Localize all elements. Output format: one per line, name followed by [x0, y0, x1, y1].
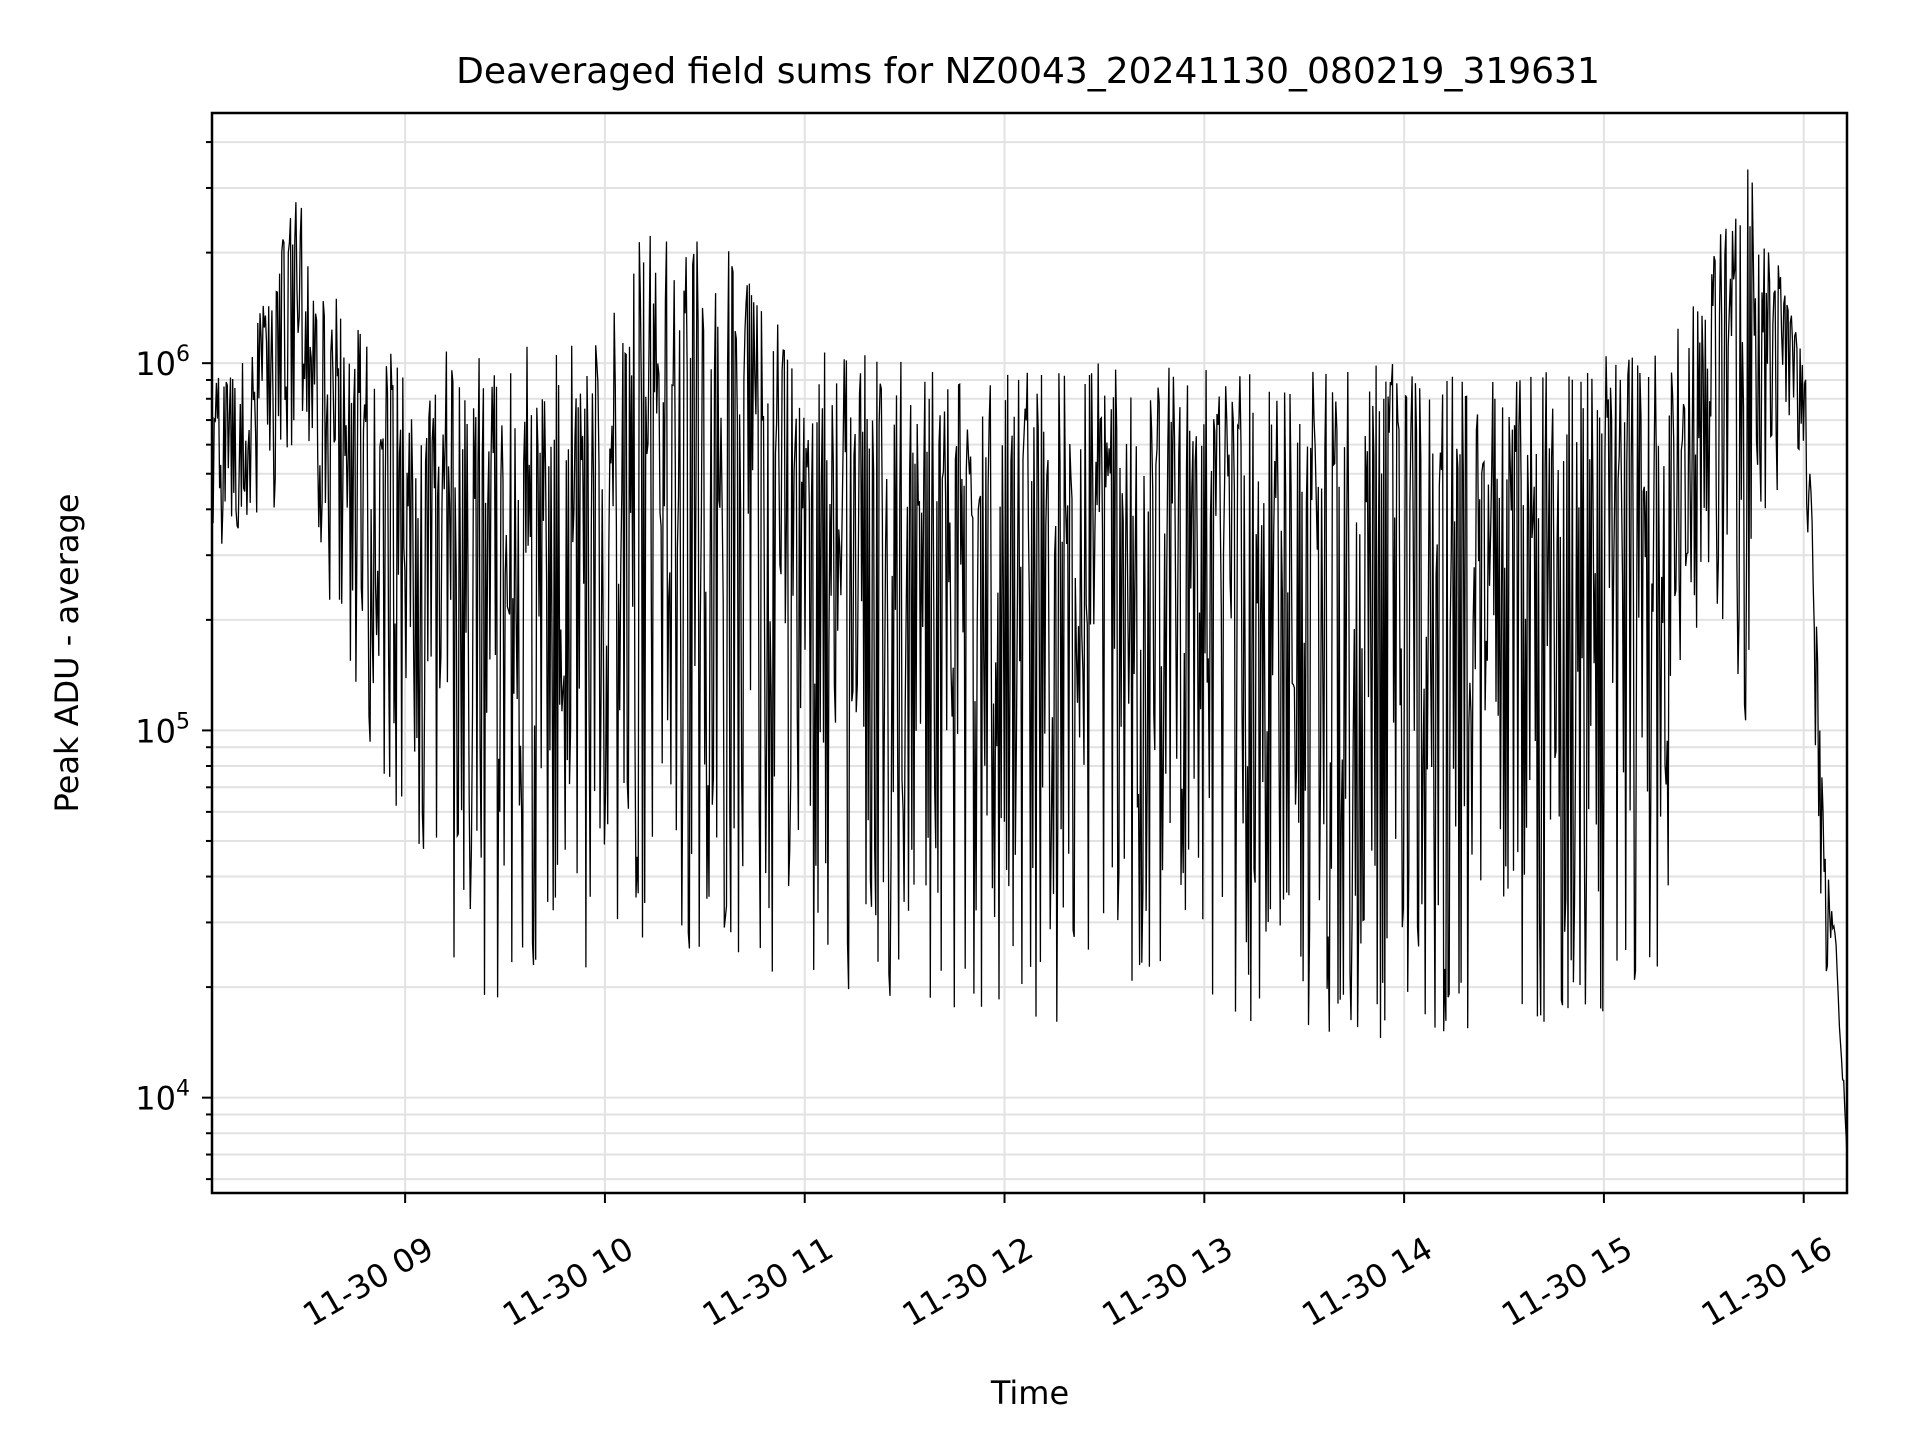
y-axis: 104 105 106 — [135, 141, 212, 1181]
y-tick-label: 105 — [135, 709, 190, 750]
series-line — [211, 169, 1848, 1155]
x-axis-label: Time — [990, 1374, 1069, 1412]
plot-area — [211, 169, 1848, 1155]
y-axis-label: Peak ADU - average — [48, 494, 86, 813]
y-tick-label: 106 — [135, 342, 190, 383]
y-tick-label: 104 — [135, 1077, 190, 1118]
plot-frame — [210, 111, 1849, 1195]
chart-title: Deaveraged field sums for NZ0043_2024113… — [456, 51, 1600, 92]
